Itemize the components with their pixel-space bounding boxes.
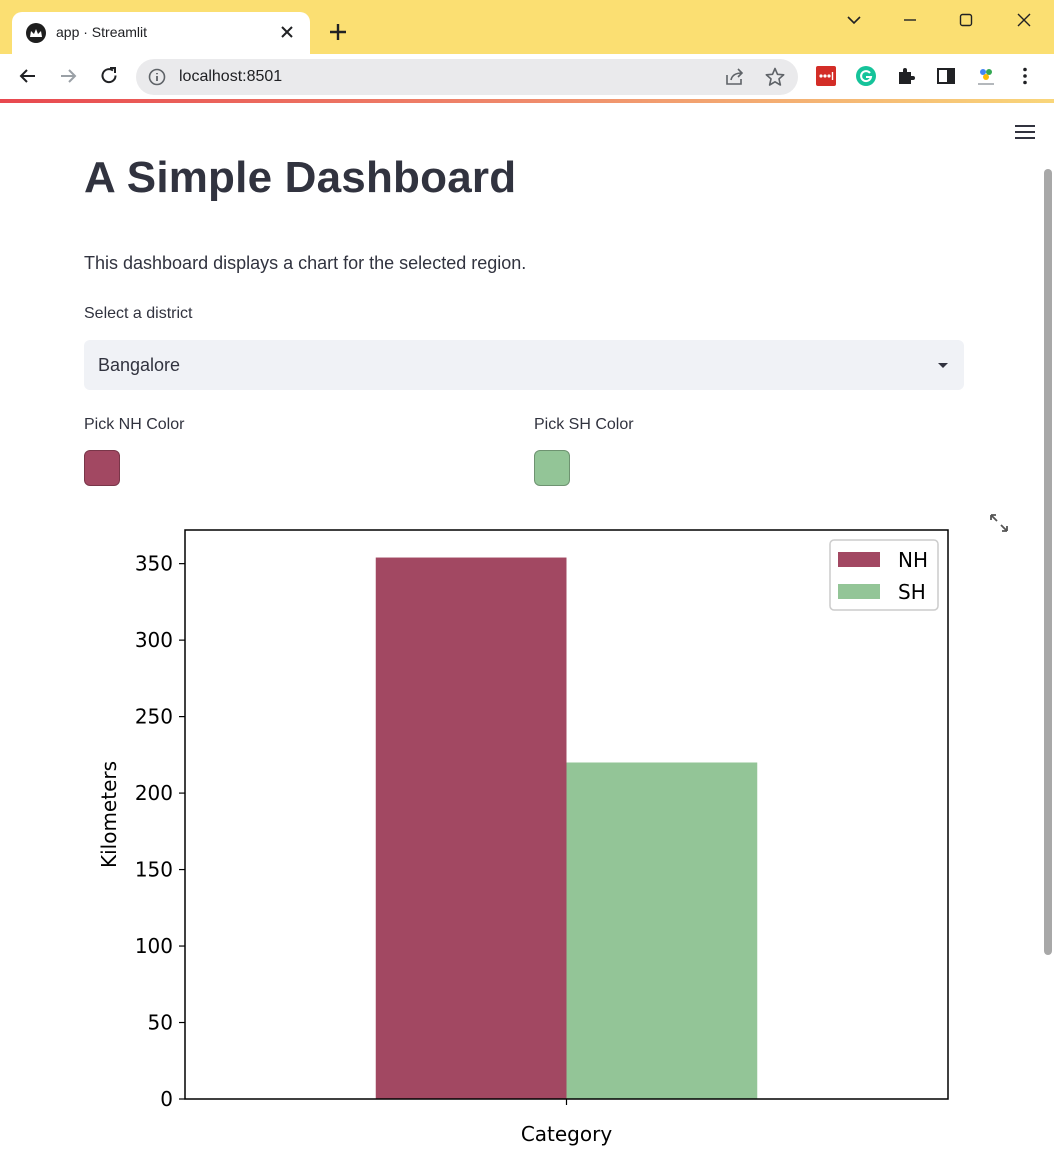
- sh-color-picker[interactable]: [534, 450, 570, 486]
- page-scrollbar[interactable]: [1044, 169, 1052, 955]
- url-text[interactable]: localhost:8501: [179, 68, 283, 85]
- close-window-icon[interactable]: [1010, 8, 1038, 32]
- y-tick-label: 200: [135, 781, 173, 805]
- y-tick-label: 50: [148, 1011, 173, 1035]
- y-axis-label: Kilometers: [97, 761, 121, 868]
- minimize-icon[interactable]: [896, 8, 924, 32]
- browser-titlebar: app · Streamlit: [0, 0, 1054, 54]
- y-tick-label: 300: [135, 628, 173, 652]
- reload-icon[interactable]: [96, 63, 122, 89]
- x-axis-label: Category: [521, 1122, 613, 1146]
- y-tick-label: 100: [135, 934, 173, 958]
- district-select-label: Select a district: [84, 305, 193, 322]
- browser-tab[interactable]: app · Streamlit: [12, 12, 310, 54]
- share-icon[interactable]: [724, 67, 746, 87]
- extensions-puzzle-icon[interactable]: [895, 65, 917, 87]
- new-tab-icon[interactable]: [326, 20, 350, 44]
- legend-swatch-nh: [838, 552, 880, 567]
- bar-chart: 0 50 100 150 200 250 300 350 Category Kilometer…: [84, 513, 984, 1149]
- tab-search-icon[interactable]: [840, 8, 868, 32]
- chart-legend: NH SH: [829, 539, 939, 611]
- nh-color-label: Pick NH Color: [84, 416, 185, 433]
- legend-label-sh: SH: [898, 580, 926, 604]
- streamlit-header-decoration: [0, 99, 1054, 103]
- streamlit-app: A Simple Dashboard This dashboard displa…: [0, 103, 1054, 1149]
- chart-svg: 0 50 100 150 200 250 300 350 Category Kilometer…: [97, 529, 949, 1146]
- bar-sh: [566, 762, 758, 1099]
- y-tick-label: 350: [135, 552, 173, 576]
- y-axis-ticks: 0 50 100 150 200 250 300 350: [135, 552, 185, 1111]
- grammarly-extension-icon[interactable]: [855, 65, 877, 87]
- browser-toolbar: localhost:8501: [0, 54, 1054, 100]
- y-tick-label: 250: [135, 705, 173, 729]
- chevron-down-icon: [938, 363, 948, 368]
- district-select-value: Bangalore: [98, 355, 181, 375]
- bookmark-star-icon[interactable]: [764, 66, 786, 88]
- tab-title: app · Streamlit: [56, 24, 148, 40]
- bar-nh: [375, 557, 567, 1099]
- back-icon[interactable]: [15, 63, 41, 89]
- hamburger-menu-icon[interactable]: [1014, 123, 1036, 141]
- nh-color-picker[interactable]: [84, 450, 120, 486]
- lastpass-extension-icon[interactable]: [815, 65, 837, 87]
- district-select[interactable]: Bangalore: [84, 340, 964, 390]
- profile-extension-icon[interactable]: [975, 65, 997, 87]
- side-panel-icon[interactable]: [935, 65, 957, 87]
- forward-icon[interactable]: [55, 63, 81, 89]
- fullscreen-expand-icon[interactable]: [989, 513, 1009, 533]
- page-description: This dashboard displays a chart for the …: [84, 253, 527, 273]
- y-tick-label: 150: [135, 858, 173, 882]
- address-bar[interactable]: localhost:8501: [136, 59, 798, 95]
- y-tick-label: 0: [160, 1087, 173, 1111]
- browser-menu-icon[interactable]: [1014, 65, 1036, 87]
- page-title: A Simple Dashboard: [84, 153, 517, 202]
- chart-bars: [375, 557, 758, 1099]
- legend-swatch-sh: [838, 584, 880, 599]
- streamlit-favicon-icon: [26, 23, 46, 43]
- close-tab-icon[interactable]: [276, 21, 298, 43]
- maximize-icon[interactable]: [952, 8, 980, 32]
- sh-color-label: Pick SH Color: [534, 416, 634, 433]
- legend-label-nh: NH: [898, 548, 928, 572]
- site-info-icon[interactable]: [148, 68, 166, 86]
